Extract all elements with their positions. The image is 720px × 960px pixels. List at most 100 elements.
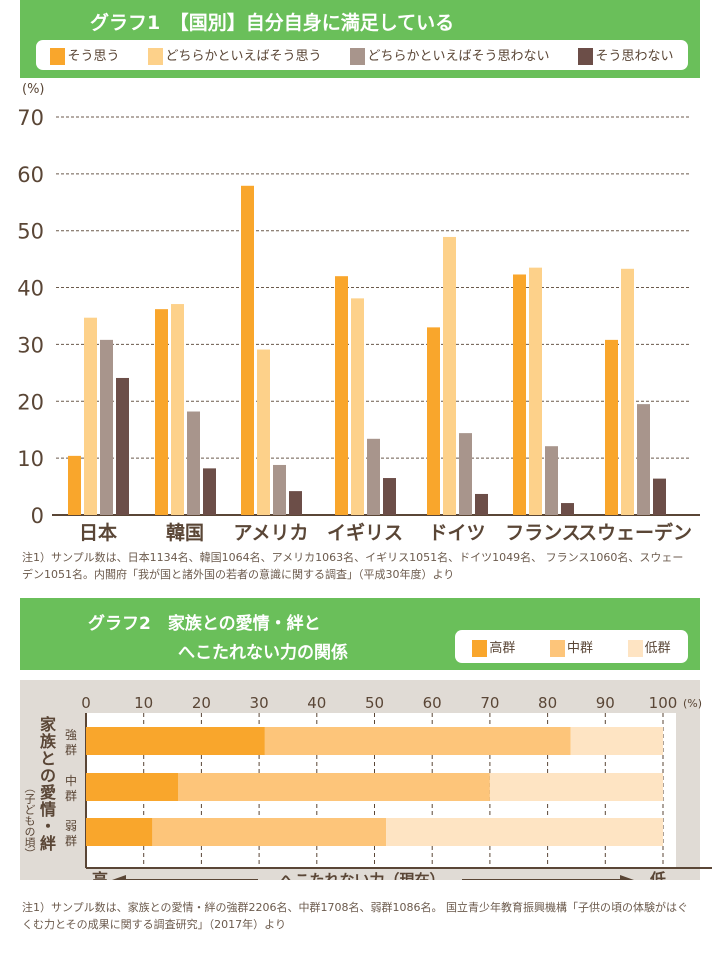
- category-label: 日本: [79, 521, 117, 544]
- bar: [513, 274, 526, 515]
- graph1-header: グラフ1 【国別】自分自身に満足している そう思う どちらかといえばそう思う どちら…: [20, 0, 700, 78]
- bar-segment: [570, 727, 663, 755]
- graph2-title-line1: グラフ2 家族との愛情・絆と: [88, 614, 321, 634]
- bar: [289, 491, 302, 515]
- bar-segment: [152, 818, 387, 846]
- bar: [653, 478, 666, 515]
- y-tick-label: 0: [31, 504, 44, 528]
- legend-swatch: [148, 48, 164, 65]
- bar: [561, 503, 574, 515]
- y-axis-label-char: と: [40, 749, 56, 768]
- x-tick-label: 70: [480, 694, 499, 712]
- y-tick-label: 50: [17, 220, 44, 244]
- y-tick-label: 60: [17, 163, 44, 187]
- category-label-bottom: 群: [65, 834, 77, 848]
- x-tick-label: 40: [307, 694, 326, 712]
- legend-item: どちらかといえばそう思わない: [350, 45, 550, 65]
- x-tick-label: 90: [596, 694, 615, 712]
- legend-item: 高群: [472, 637, 515, 657]
- bar: [621, 268, 634, 515]
- bar-segment: [489, 773, 663, 801]
- legend-swatch: [350, 48, 366, 65]
- bar-segment: [264, 727, 571, 755]
- x-tick-label: 10: [134, 694, 153, 712]
- legend-swatch: [50, 48, 66, 65]
- bar-segment: [178, 773, 490, 801]
- bar-segment: [86, 727, 265, 755]
- legend-label: 中群: [566, 640, 593, 656]
- graph1-note: 注1）サンプル数は、日本1134名、韓国1064名、アメリカ1063名、イギリス…: [22, 551, 684, 581]
- y-tick-label: 70: [17, 106, 44, 130]
- legend-label: そう思う: [67, 49, 120, 64]
- bar: [605, 339, 618, 515]
- y-axis-label-char: 族: [40, 732, 57, 751]
- graph2-chart: 0 10 20 30 40 50 60 70 80 90 100 (%)強群中群弱群家族との愛情・絆高…: [40, 694, 712, 880]
- bar: [351, 298, 364, 515]
- x-tick-label: 80: [538, 694, 557, 712]
- y-axis-label-char: 愛: [40, 783, 56, 802]
- x-tick-label: 30: [250, 694, 269, 712]
- graph1-legend: そう思う どちらかといえばそう思う どちらかといえばそう思わない そう思わない: [36, 40, 688, 70]
- category-label-bottom: 群: [65, 789, 77, 803]
- y-tick-label: 10: [17, 447, 44, 471]
- x-tick-label: 60: [423, 694, 442, 712]
- category-label-top: 強: [65, 728, 77, 742]
- legend-item: 中群: [549, 637, 593, 657]
- category-label: フランス: [505, 522, 581, 544]
- legend-swatch: [549, 639, 565, 657]
- graph2-legend: 高群 中群 低群: [455, 630, 688, 663]
- y-tick-label: 20: [17, 390, 44, 414]
- graph1-title: グラフ1 【国別】自分自身に満足している: [90, 12, 455, 34]
- legend-swatch: [578, 48, 594, 65]
- legend-swatch: [627, 639, 643, 657]
- x-tick-label: 50: [365, 694, 384, 712]
- y-axis-label-char: 家: [40, 715, 57, 734]
- y-axis-label-char: 絆: [40, 834, 56, 853]
- legend-item: そう思う: [50, 45, 120, 65]
- x-axis-label: へこたれない力（現在）: [279, 871, 444, 880]
- bar: [367, 438, 380, 515]
- graph1-ylabel: (%): [22, 82, 45, 97]
- legend-label: どちらかといえばそう思わない: [367, 49, 550, 64]
- category-label: イギリス: [327, 522, 403, 544]
- legend-item: どちらかといえばそう思う: [148, 45, 322, 65]
- bar: [427, 327, 440, 515]
- x-unit: (%): [683, 697, 702, 710]
- category-label-top: 弱: [65, 819, 77, 833]
- bar: [443, 236, 456, 516]
- x-tick-label: 20: [192, 694, 211, 712]
- bar: [545, 446, 558, 515]
- graph2-header: グラフ2 家族との愛情・絆と へこたれない力の関係 高群 中群 低群: [20, 598, 700, 670]
- bar: [335, 276, 348, 515]
- bar: [187, 411, 200, 515]
- bar: [383, 478, 396, 515]
- legend-item: 低群: [627, 637, 671, 657]
- x-axis-left-label: 高: [92, 870, 108, 880]
- graph2-y-axis-sublabel: （子どもの頃）: [23, 782, 36, 859]
- x-tick-label: 100: [649, 694, 678, 712]
- arrow-left-icon: [112, 875, 126, 880]
- legend-label: 高群: [489, 640, 516, 656]
- y-axis-label-char: 情: [40, 800, 56, 819]
- graph2-note: 注1）サンプル数は、家族との愛情・絆の強群2206名、中群1708名、弱群108…: [22, 901, 689, 931]
- y-tick-label: 30: [17, 333, 44, 357]
- bar: [100, 339, 113, 515]
- y-tick-label: 40: [17, 277, 44, 301]
- bar: [241, 185, 254, 515]
- bar: [171, 304, 184, 515]
- legend-label: 低群: [644, 640, 671, 656]
- bar-segment: [386, 818, 663, 846]
- category-label: アメリカ: [233, 522, 308, 544]
- bar: [116, 377, 129, 515]
- bar: [257, 349, 270, 515]
- legend-label: どちらかといえばそう思う: [165, 49, 322, 64]
- arrow-right-icon: [620, 875, 634, 880]
- bar: [155, 309, 168, 515]
- legend-swatch: [472, 639, 488, 657]
- bar: [529, 267, 542, 515]
- x-tick-label: 0: [81, 694, 91, 712]
- bar: [68, 455, 81, 515]
- category-label: スウェーデン: [578, 521, 692, 544]
- bar: [459, 433, 472, 515]
- bar: [273, 464, 286, 515]
